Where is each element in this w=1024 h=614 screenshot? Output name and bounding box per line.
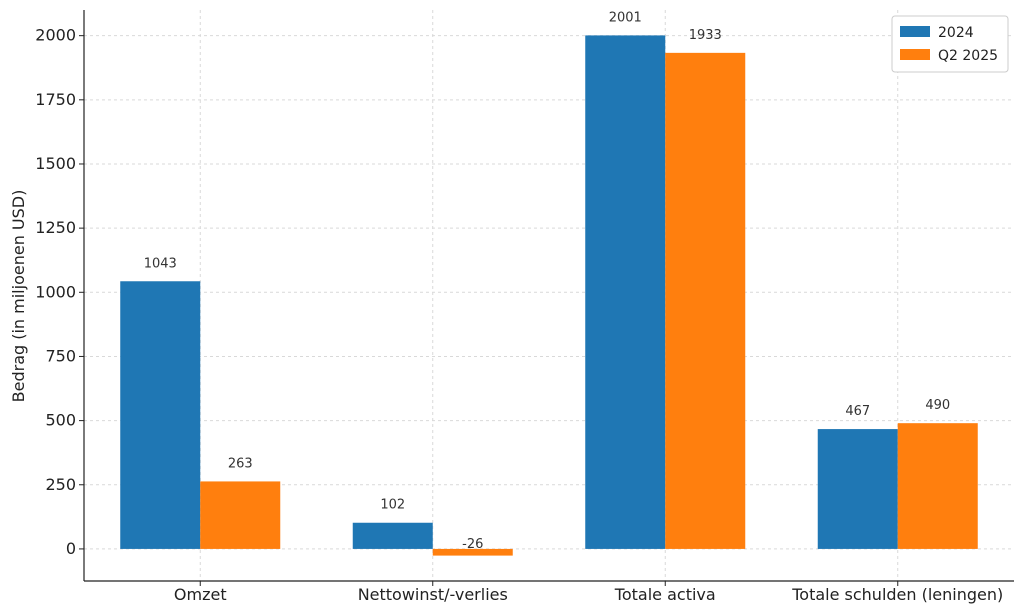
labels-layer: 0 250 500 750 1000 1250 1500 1750 2000 Omzet Netto…: [35, 10, 1003, 604]
legend-swatch: [900, 26, 930, 37]
y-tick-label: 1000: [35, 282, 76, 301]
y-tick-label: 750: [45, 346, 76, 365]
data-label: 1043: [144, 256, 177, 271]
legend-label: Q2 2025: [938, 48, 998, 64]
y-axis-title: Bedrag (in miljoenen USD): [9, 190, 28, 403]
y-tick-label: 1500: [35, 154, 76, 173]
x-tick-label: Nettowinst/-verlies: [358, 585, 508, 604]
bar-q2-2025: [432, 548, 513, 556]
data-label: 2001: [609, 10, 642, 25]
y-tick-label: 0: [66, 539, 76, 558]
y-tick-label: 250: [45, 475, 76, 494]
bar-q2-2025: [200, 481, 281, 549]
data-label: 467: [845, 404, 870, 419]
axes-layer: [79, 10, 1014, 586]
y-tick-label: 1250: [35, 218, 76, 237]
x-tick-label: Totale schulden (leningen): [791, 585, 1003, 604]
data-label: 102: [380, 498, 405, 513]
x-tick-label: Totale activa: [614, 585, 716, 604]
data-label: 263: [228, 456, 253, 471]
y-tick-label: 2000: [35, 26, 76, 45]
legend-swatch: [900, 49, 930, 60]
y-tick-label: 500: [45, 411, 76, 430]
bar-2024: [120, 281, 201, 549]
y-tick-label: 1750: [35, 90, 76, 109]
data-label: 1933: [689, 28, 722, 43]
bar-2024: [352, 522, 433, 549]
bar-q2-2025: [665, 52, 746, 549]
legend: 2024 Q2 2025: [891, 15, 1009, 73]
bar-2024: [817, 429, 898, 549]
data-label: 490: [925, 398, 950, 413]
bars-layer: [120, 35, 978, 556]
legend-label: 2024: [938, 25, 974, 41]
bar-2024: [585, 35, 666, 549]
data-label: -26: [462, 537, 483, 552]
x-tick-label: Omzet: [174, 585, 227, 604]
bar-q2-2025: [897, 423, 978, 549]
